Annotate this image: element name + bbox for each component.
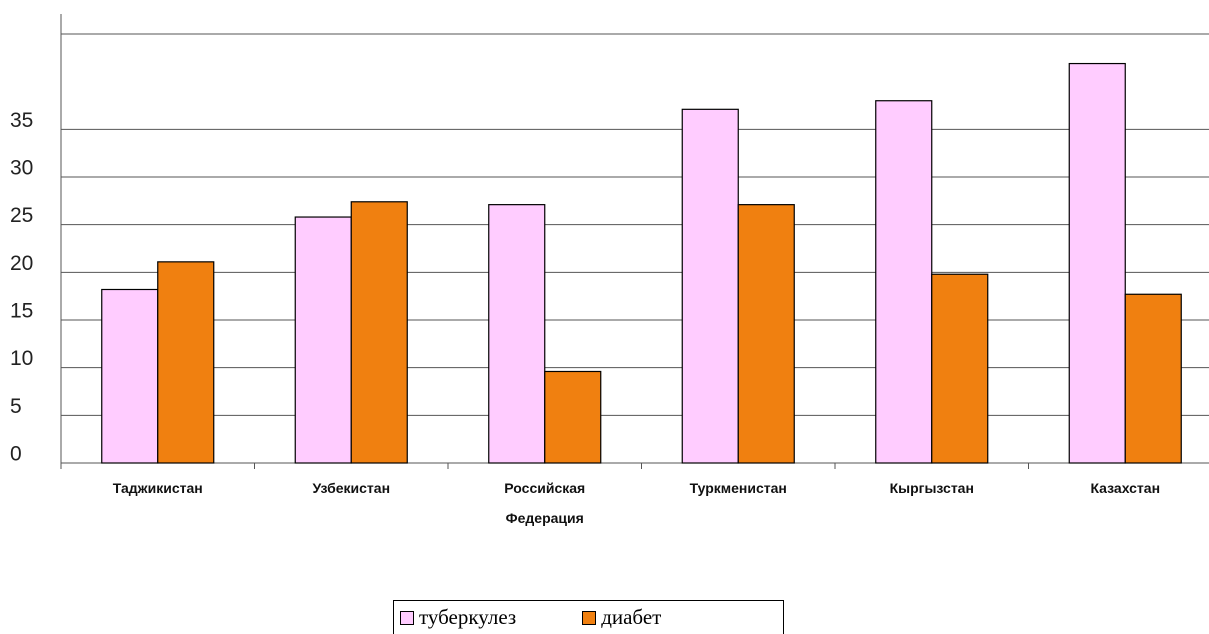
y-tick-label: 35	[10, 109, 33, 132]
x-tick-label: Российская Федерация	[504, 480, 586, 526]
legend-swatch	[400, 610, 414, 625]
legend-label: диабет	[601, 605, 662, 629]
x-tick-label: Таджикистан	[112, 480, 203, 496]
legend: туберкулез диабет	[393, 600, 784, 634]
x-tick-label: Узбекистан	[312, 480, 391, 496]
x-tick-label: Кыргызстан	[889, 480, 974, 496]
x-tick-label: Казахстан	[1090, 480, 1161, 496]
bar	[875, 100, 933, 464]
bar	[101, 288, 159, 464]
legend-item: туберкулез	[400, 605, 516, 630]
bar	[488, 204, 546, 464]
y-tick-label: 15	[10, 300, 33, 323]
bar	[157, 261, 215, 464]
bar	[681, 108, 739, 464]
x-tick-label: Туркменистан	[689, 480, 787, 496]
bar	[294, 216, 352, 464]
bar	[1068, 62, 1126, 464]
y-tick-label: 20	[10, 252, 33, 275]
bar	[737, 204, 795, 464]
y-tick-label: 30	[10, 157, 33, 180]
bar	[931, 273, 989, 464]
y-tick-label: 10	[10, 347, 33, 370]
bar	[1124, 293, 1182, 464]
legend-swatch	[582, 610, 597, 625]
legend-item: диабет	[582, 605, 661, 630]
bar	[350, 201, 408, 464]
bar	[544, 370, 602, 464]
legend-label: туберкулез	[419, 605, 517, 629]
y-tick-label: 0	[10, 443, 22, 466]
y-tick-label: 5	[10, 395, 22, 418]
y-tick-label: 25	[10, 204, 33, 227]
